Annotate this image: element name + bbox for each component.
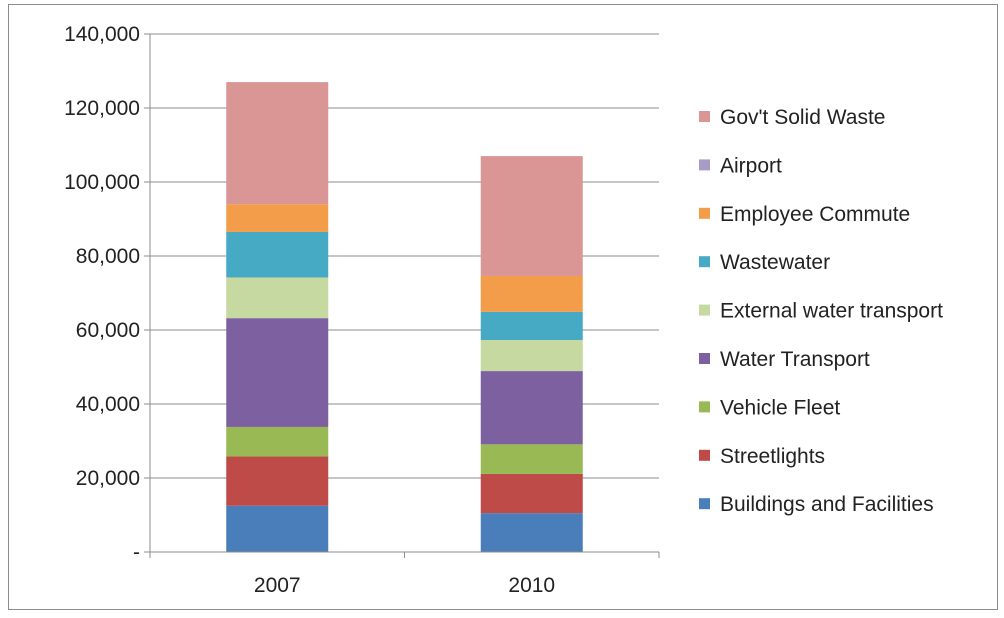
legend-swatch-streetlights	[699, 449, 710, 461]
bar-segment-water-transport-2007	[226, 318, 329, 427]
legend-label-wastewater: Wastewater	[720, 251, 830, 274]
bar-segment-buildings-and-facilities-2007	[226, 505, 329, 552]
bar-segment-external-water-transport-2007	[226, 277, 329, 319]
bar-segment-streetlights-2010	[480, 473, 583, 514]
bars	[226, 82, 583, 552]
legend-swatch-wastewater	[699, 256, 710, 268]
legend-swatch-external-water-transport	[699, 304, 710, 316]
y-tick-label: 80,000	[76, 245, 140, 268]
legend-label-external-water-transport: External water transport	[720, 300, 943, 323]
y-tick-label: 120,000	[64, 97, 140, 120]
legend-swatch-airport	[699, 159, 710, 171]
x-tick-label: 2007	[254, 574, 301, 597]
legend-label-water-transport: Water Transport	[720, 348, 870, 371]
legend-label-streetlights: Streetlights	[720, 445, 825, 468]
legend-label-airport: Airport	[720, 154, 782, 177]
y-tick-label: 20,000	[76, 467, 140, 490]
chart-frame: - 20,000 40,000 60,000 80,000 100,000 120,000 1…	[8, 4, 998, 610]
legend: Gov't Solid Waste Airport Employee Commute…	[699, 106, 943, 516]
bar-segment-gov-t-solid-waste-2010	[480, 156, 583, 276]
legend-swatch-buildings-and-facilities	[699, 498, 710, 510]
bar-segment-employee-commute-2007	[226, 204, 329, 232]
bar-segment-vehicle-fleet-2010	[480, 444, 583, 474]
legend-label-buildings-and-facilities: Buildings and Facilities	[720, 493, 934, 516]
y-tick-label: 100,000	[64, 171, 140, 194]
legend-swatch-vehicle-fleet	[699, 401, 710, 413]
y-tick-label: 60,000	[76, 319, 140, 342]
x-tick-label: 2010	[508, 574, 555, 597]
legend-label-gov-t-solid-waste: Gov't Solid Waste	[720, 106, 885, 129]
bar-segment-vehicle-fleet-2007	[226, 426, 329, 457]
y-tick-label: 140,000	[64, 23, 140, 46]
axes: - 20,000 40,000 60,000 80,000 100,000 120,000 1…	[64, 23, 660, 597]
bar-segment-employee-commute-2010	[480, 275, 583, 312]
legend-label-employee-commute: Employee Commute	[720, 203, 910, 226]
legend-swatch-water-transport	[699, 353, 710, 364]
bar-segment-buildings-and-facilities-2010	[480, 513, 583, 552]
stacked-bar-chart: - 20,000 40,000 60,000 80,000 100,000 120,000 1…	[64, 23, 943, 597]
legend-label-vehicle-fleet: Vehicle Fleet	[720, 396, 840, 419]
bar-segment-wastewater-2007	[226, 231, 329, 278]
y-tick-label: -	[133, 541, 140, 564]
bar-segment-water-transport-2010	[480, 371, 583, 445]
bar-segment-wastewater-2010	[480, 311, 583, 340]
legend-swatch-employee-commute	[699, 207, 710, 219]
legend-swatch-gov-t-solid-waste	[699, 111, 710, 122]
bar-segment-external-water-transport-2010	[480, 339, 583, 372]
bar-segment-streetlights-2007	[226, 456, 329, 506]
bar-segment-gov-t-solid-waste-2007	[226, 82, 329, 205]
y-tick-label: 40,000	[76, 393, 140, 416]
